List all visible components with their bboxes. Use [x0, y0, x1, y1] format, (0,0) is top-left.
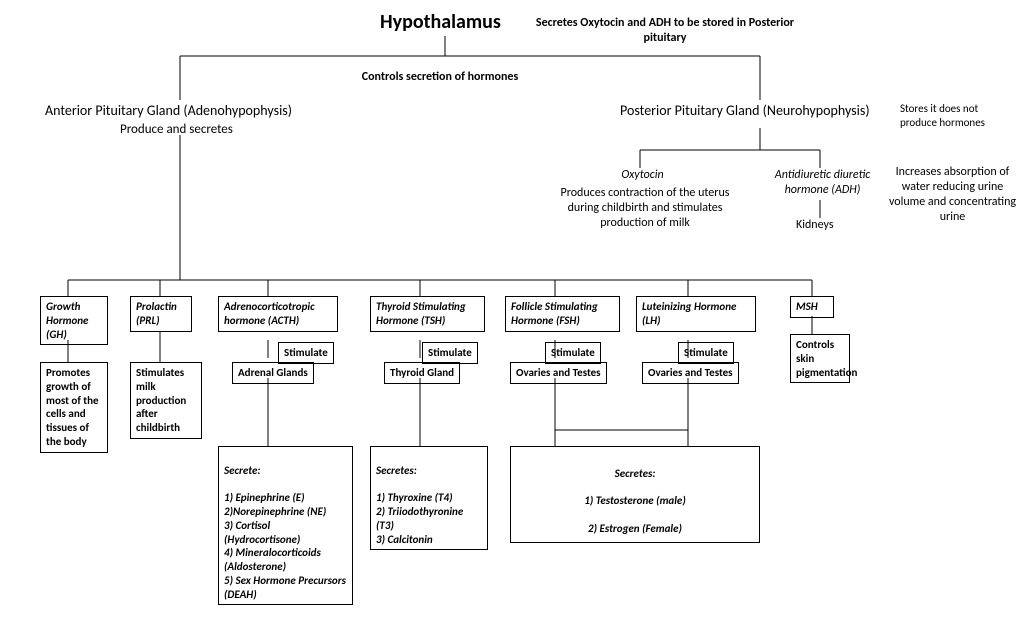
posterior-side-note: Stores it does not produce hormones	[900, 102, 1010, 130]
acth-name: Adrenocorticotropic hormone (ACTH)	[218, 296, 338, 332]
gonad-secretes: Secretes: 1) Testosterone (male) 2) Estr…	[510, 446, 760, 543]
gh-name: Growth Hormone (GH)	[40, 296, 108, 345]
oxytocin-name: Oxytocin	[610, 168, 675, 183]
anterior-subtitle: Produce and secretes	[120, 122, 233, 138]
msh-name: MSH	[790, 296, 834, 318]
hypothalamus-title: Hypothalamus	[380, 10, 501, 35]
acth-secretes-text: 1) Epinephrine (E) 2)Norepinephrine (NE)…	[224, 491, 346, 600]
tsh-stimulate: Stimulate	[422, 342, 478, 364]
acth-target: Adrenal Glands	[232, 362, 314, 384]
anterior-title: Anterior Pituitary Gland (Adenohypophysi…	[45, 102, 292, 120]
tsh-secretes: Secretes: 1) Thyroxine (T4) 2) Triiodoth…	[370, 446, 488, 550]
prl-name: Prolactin (PRL)	[130, 296, 192, 332]
msh-effect: Controls skin pigmentation	[790, 334, 850, 383]
tsh-secretes-text: 1) Thyroxine (T4) 2) Triiodothyronine (T…	[376, 491, 463, 545]
posterior-title: Posterior Pituitary Gland (Neurohypophys…	[620, 102, 870, 120]
root-side-note: Secretes Oxytocin and ADH to be stored i…	[535, 16, 795, 46]
gonad-secretes-text: 1) Testosterone (male) 2) Estrogen (Fema…	[584, 494, 686, 535]
acth-secretes: Secrete: 1) Epinephrine (E) 2)Norepineph…	[218, 446, 353, 605]
adh-effect: Increases absorption of water reducing u…	[885, 165, 1020, 225]
tsh-target: Thyroid Gland	[384, 362, 460, 384]
lh-target: Ovaries and Testes	[642, 362, 739, 384]
lh-stimulate: Stimulate	[678, 342, 734, 364]
fsh-name: Follicle Stimulating Hormone (FSH)	[505, 296, 620, 332]
fsh-target: Ovaries and Testes	[510, 362, 607, 384]
acth-stimulate: Stimulate	[278, 342, 334, 364]
adh-name: Antidiuretic diuretic hormone (ADH)	[760, 168, 885, 198]
lh-name: Luteinizing Hormone (LH)	[636, 296, 756, 332]
controls-secretion-label: Controls secretion of hormones	[350, 70, 530, 85]
prl-effect: Stimulates milk production after childbi…	[130, 362, 202, 439]
oxytocin-effect: Produces contraction of the uterus durin…	[545, 186, 745, 231]
gh-effect: Promotes growth of most of the cells and…	[40, 362, 108, 453]
gonad-secretes-label: Secretes:	[615, 467, 656, 480]
tsh-secretes-label: Secretes:	[376, 464, 417, 477]
adh-target: Kidneys	[796, 218, 834, 233]
fsh-stimulate: Stimulate	[545, 342, 601, 364]
tsh-name: Thyroid Stimulating Hormone (TSH)	[370, 296, 485, 332]
acth-secretes-label: Secrete:	[224, 464, 260, 477]
